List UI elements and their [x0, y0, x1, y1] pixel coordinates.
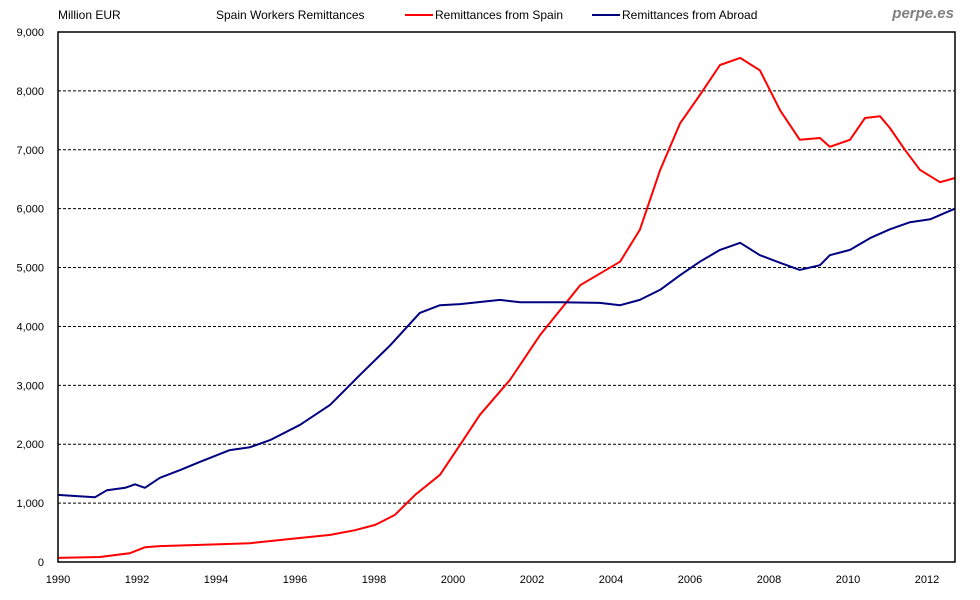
legend-label-spain: Remittances from Spain: [435, 8, 564, 22]
y-tick-label: 1,000: [16, 498, 44, 510]
gridlines: [58, 90, 955, 504]
legend-item-abroad: Remittances from Abroad: [592, 8, 757, 22]
y-tick-label: 6,000: [16, 204, 44, 216]
legend-swatch-spain: [405, 14, 433, 16]
x-tick-label: 2008: [757, 574, 781, 586]
chart-title: Spain Workers Remittances: [216, 8, 365, 22]
y-tick-label: 7,000: [16, 145, 44, 157]
x-tick-label: 2000: [441, 574, 465, 586]
x-tick-label: 1994: [204, 574, 228, 586]
legend-label-abroad: Remittances from Abroad: [622, 8, 758, 22]
x-tick-label: 1992: [125, 574, 149, 586]
series-line-remittances-from-abroad: [57, 207, 956, 499]
series-line-remittances-from-spain: [57, 56, 956, 559]
y-tick-label: 0: [38, 557, 44, 569]
x-tick-label: 1990: [46, 574, 70, 586]
y-tick-label: 9,000: [16, 27, 44, 39]
y-axis-ticks: 0 1,000 2,000 3,000 4,000 5,000 6,000 7,000 8,00…: [16, 27, 44, 569]
y-tick-label: 5,000: [16, 263, 44, 275]
x-tick-label: 1998: [362, 574, 386, 586]
x-tick-label: 2006: [678, 574, 702, 586]
y-tick-label: 3,000: [16, 380, 44, 392]
x-tick-label: 2002: [520, 574, 544, 586]
x-tick-label: 2004: [599, 574, 623, 586]
y-tick-label: 8,000: [16, 86, 44, 98]
y-tick-label: 2,000: [16, 439, 44, 451]
legend-swatch-abroad: [592, 14, 620, 16]
x-axis-ticks: 1990 1992 1994 1996 1998 2000 2002 2004 2006 2008…: [46, 574, 939, 586]
plot-frame: [57, 31, 956, 563]
x-tick-label: 2012: [915, 574, 939, 586]
brand-watermark: perpe.es: [892, 5, 954, 22]
legend-item-spain: Remittances from Spain: [405, 8, 563, 22]
x-tick-label: 2010: [836, 574, 860, 586]
series-lines: [57, 56, 956, 559]
y-axis-unit-label: Million EUR: [58, 8, 121, 22]
y-tick-label: 4,000: [16, 321, 44, 333]
x-tick-label: 1996: [283, 574, 307, 586]
